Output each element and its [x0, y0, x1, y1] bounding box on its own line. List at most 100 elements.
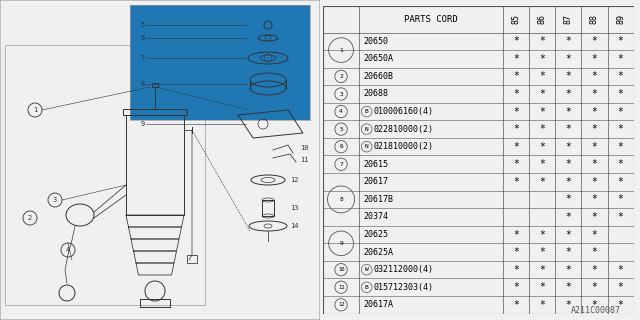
Text: *: * — [591, 195, 597, 204]
Text: *: * — [566, 282, 572, 292]
Text: N: N — [365, 144, 369, 149]
Text: 20688: 20688 — [364, 90, 388, 99]
Bar — [5, 45, 205, 305]
Text: 010006160(4): 010006160(4) — [374, 107, 433, 116]
Text: N: N — [365, 127, 369, 132]
Text: 7: 7 — [141, 55, 145, 61]
Text: 10: 10 — [338, 267, 344, 272]
Text: 13: 13 — [290, 205, 298, 211]
Text: *: * — [513, 124, 519, 134]
Text: 87: 87 — [564, 14, 573, 24]
Text: 4: 4 — [66, 247, 70, 253]
Text: *: * — [540, 54, 545, 64]
Bar — [130, 5, 310, 120]
Text: *: * — [618, 142, 623, 152]
Text: *: * — [591, 107, 597, 116]
Text: *: * — [513, 107, 519, 116]
Text: 5: 5 — [339, 127, 343, 132]
Text: 20650: 20650 — [364, 37, 388, 46]
Bar — [187, 255, 197, 263]
Text: 20374: 20374 — [364, 212, 388, 221]
Text: *: * — [618, 212, 623, 222]
Text: 11: 11 — [300, 157, 308, 163]
Text: *: * — [513, 265, 519, 275]
Text: 4: 4 — [339, 109, 343, 114]
Text: 11: 11 — [338, 285, 344, 290]
Text: 6: 6 — [339, 144, 343, 149]
Text: *: * — [513, 71, 519, 81]
Text: *: * — [513, 159, 519, 169]
Text: B: B — [365, 285, 369, 290]
Text: A211C00087: A211C00087 — [571, 306, 621, 315]
Text: *: * — [566, 71, 572, 81]
Text: *: * — [540, 159, 545, 169]
Text: *: * — [591, 265, 597, 275]
Text: 20625A: 20625A — [364, 248, 394, 257]
Text: W: W — [365, 267, 369, 272]
Text: *: * — [513, 247, 519, 257]
Text: 2: 2 — [28, 215, 32, 221]
Text: *: * — [513, 36, 519, 46]
Text: *: * — [540, 89, 545, 99]
Text: 85: 85 — [512, 14, 521, 24]
Text: *: * — [513, 229, 519, 240]
Text: *: * — [591, 71, 597, 81]
Text: 20650A: 20650A — [364, 54, 394, 63]
Text: *: * — [566, 124, 572, 134]
Text: *: * — [540, 300, 545, 310]
Text: *: * — [618, 124, 623, 134]
Text: *: * — [540, 36, 545, 46]
Text: 20617B: 20617B — [364, 195, 394, 204]
Text: *: * — [618, 195, 623, 204]
Text: *: * — [591, 212, 597, 222]
Text: *: * — [513, 300, 519, 310]
Text: 20617A: 20617A — [364, 300, 394, 309]
Text: 8: 8 — [141, 81, 145, 87]
Text: *: * — [591, 89, 597, 99]
Text: *: * — [591, 142, 597, 152]
Text: *: * — [566, 159, 572, 169]
Text: *: * — [591, 282, 597, 292]
Bar — [130, 5, 310, 120]
Text: *: * — [618, 54, 623, 64]
Text: 1: 1 — [339, 48, 343, 52]
Text: 20625: 20625 — [364, 230, 388, 239]
Text: *: * — [566, 195, 572, 204]
Text: *: * — [591, 36, 597, 46]
Text: 20615: 20615 — [364, 160, 388, 169]
Text: *: * — [513, 89, 519, 99]
Text: 88: 88 — [590, 14, 599, 24]
Text: *: * — [540, 247, 545, 257]
Text: *: * — [513, 54, 519, 64]
Text: *: * — [566, 36, 572, 46]
Text: *: * — [566, 229, 572, 240]
Text: *: * — [618, 265, 623, 275]
Text: *: * — [618, 107, 623, 116]
Text: *: * — [591, 177, 597, 187]
Text: *: * — [618, 159, 623, 169]
Text: *: * — [618, 71, 623, 81]
Text: *: * — [591, 54, 597, 64]
Text: *: * — [566, 107, 572, 116]
Text: *: * — [618, 36, 623, 46]
Text: 021810000(2): 021810000(2) — [374, 142, 433, 151]
Text: *: * — [591, 159, 597, 169]
Text: *: * — [513, 282, 519, 292]
Text: 10: 10 — [300, 145, 308, 151]
Text: 20617: 20617 — [364, 177, 388, 186]
Text: *: * — [540, 107, 545, 116]
Text: B: B — [365, 109, 369, 114]
Text: 86: 86 — [538, 14, 547, 24]
Text: *: * — [540, 71, 545, 81]
Text: *: * — [566, 177, 572, 187]
Text: PARTS CORD: PARTS CORD — [404, 15, 458, 24]
Text: *: * — [618, 89, 623, 99]
Text: 032112000(4): 032112000(4) — [374, 265, 433, 274]
Text: *: * — [540, 282, 545, 292]
Text: *: * — [566, 265, 572, 275]
Text: 022810000(2): 022810000(2) — [374, 124, 433, 134]
Bar — [140, 299, 170, 307]
Text: *: * — [566, 300, 572, 310]
Text: *: * — [540, 229, 545, 240]
Text: *: * — [618, 282, 623, 292]
